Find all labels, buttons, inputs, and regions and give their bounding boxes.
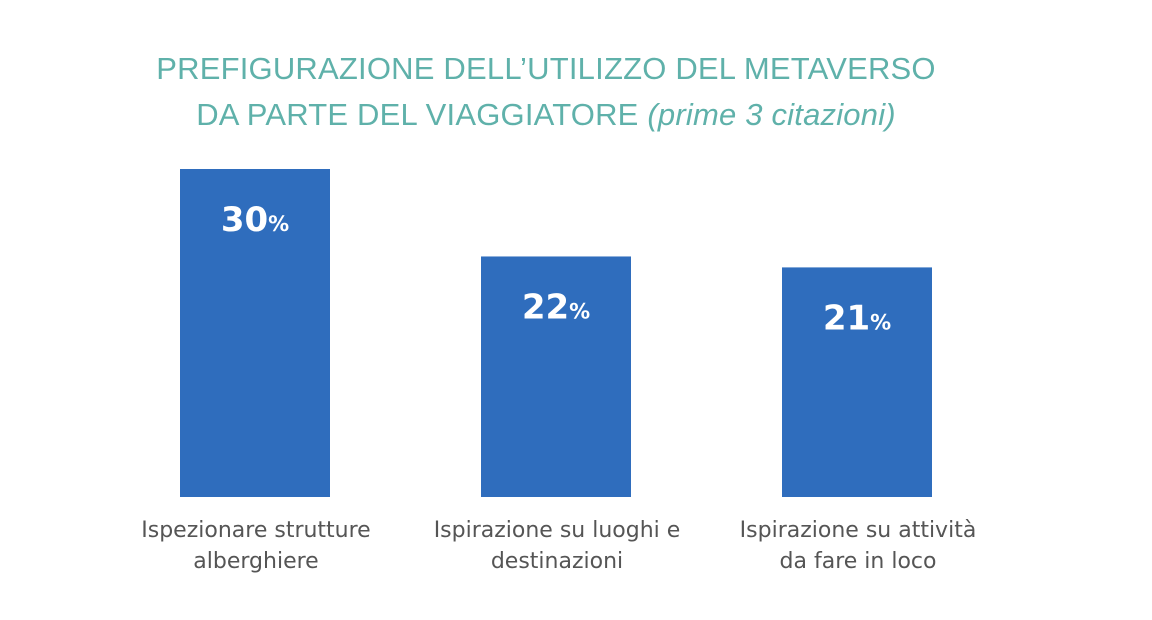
data-label-1: 30% (221, 200, 289, 240)
chart-title: PREFIGURAZIONE DELL’UTILIZZO DEL METAVER… (0, 46, 1092, 138)
data-label-3: 21% (823, 298, 891, 338)
chart-title-line1: PREFIGURAZIONE DELL’UTILIZZO DEL METAVER… (156, 51, 936, 86)
chart-title-line2: DA PARTE DEL VIAGGIATORE (prime 3 citazi… (0, 92, 1092, 138)
chart-title-line2-italic: (prime 3 citazioni) (647, 97, 896, 132)
chart-title-line2-main: DA PARTE DEL VIAGGIATORE (196, 97, 648, 132)
bar-3 (782, 267, 932, 497)
data-label-2: 22% (522, 287, 590, 327)
category-label-1: Ispezionare strutture alberghiere (141, 518, 370, 574)
bar-1 (180, 169, 330, 497)
category-label-2: Ispirazione su luoghi e destinazioni (434, 518, 681, 574)
bar-2 (481, 256, 631, 497)
category-label-3: Ispirazione su attività da fare in loco (740, 518, 977, 574)
